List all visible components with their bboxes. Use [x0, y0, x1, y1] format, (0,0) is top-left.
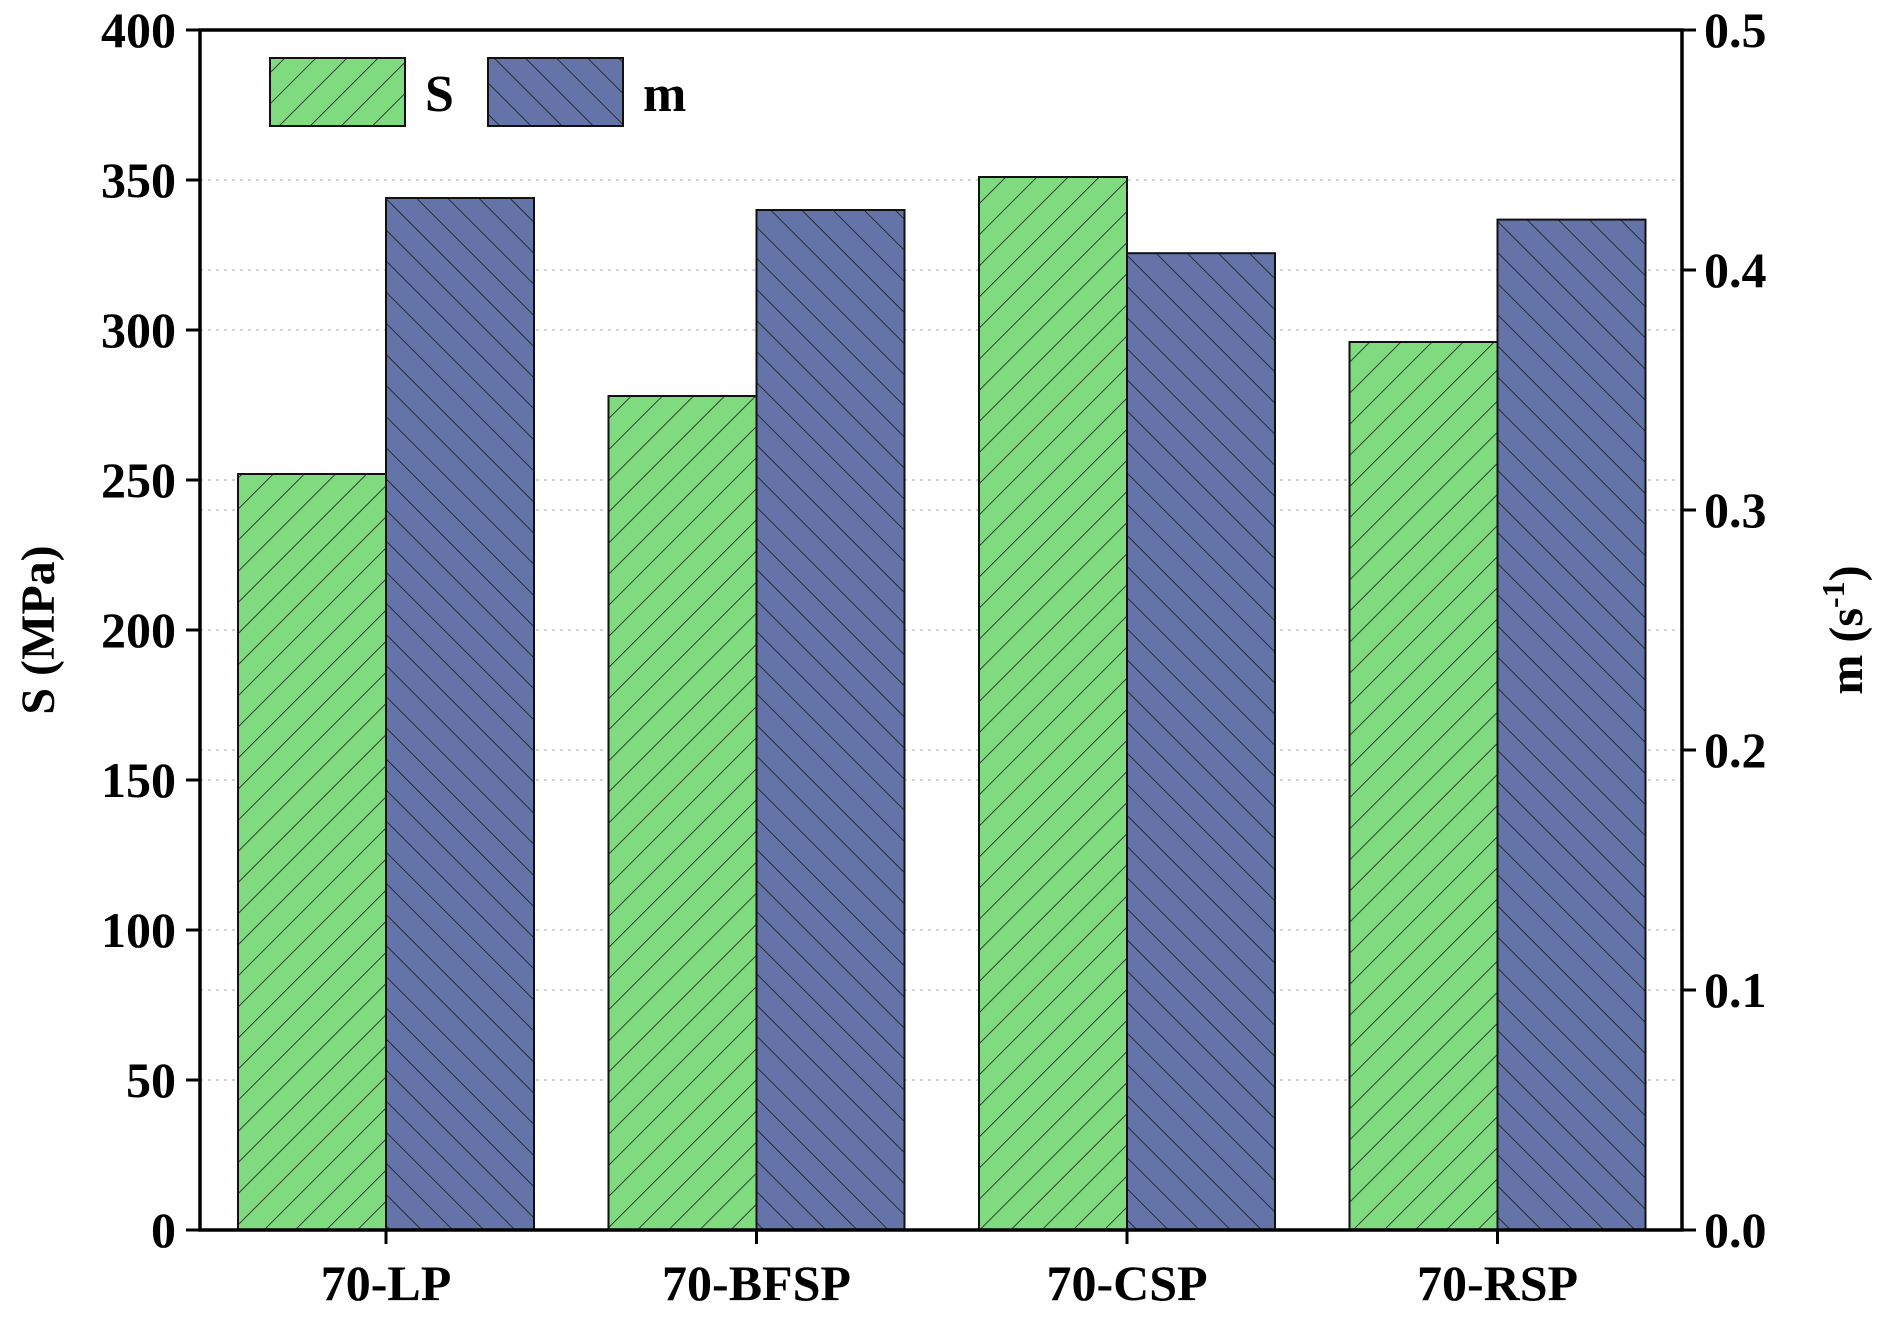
bars — [237, 176, 1647, 1232]
bar-hatch-m-70-LP — [385, 197, 535, 1231]
left-tick-label: 50 — [126, 1052, 176, 1108]
left-tick-label: 350 — [101, 152, 176, 208]
left-tick-label: 250 — [101, 452, 176, 508]
left-tick-label: 300 — [101, 302, 176, 358]
bar-hatch-S-70-LP — [237, 473, 387, 1231]
right-tick-label: 0.5 — [1704, 2, 1767, 58]
right-tick-label: 0.3 — [1704, 482, 1767, 538]
right-tick-label: 0.2 — [1704, 722, 1767, 778]
right-tick-label: 0.1 — [1704, 962, 1767, 1018]
bar-hatch-m-70-BFSP — [755, 209, 906, 1231]
bar-hatch-m-70-CSP — [1126, 252, 1276, 1231]
right-axis-title: m (s-1) — [1815, 565, 1873, 694]
x-tick-label: 70-CSP — [1046, 1255, 1207, 1311]
legend-label-m: m — [643, 66, 686, 123]
x-tick-label: 70-LP — [321, 1255, 452, 1311]
bar-hatch-S-70-BFSP — [607, 395, 758, 1231]
left-tick-label: 100 — [101, 902, 176, 958]
x-tick-label: 70-RSP — [1417, 1255, 1578, 1311]
legend-swatch-hatch-m — [487, 57, 624, 127]
right-tick-label: 0.0 — [1704, 1202, 1767, 1258]
x-tick-label: 70-BFSP — [662, 1255, 851, 1311]
bar-hatch-S-70-RSP — [1348, 341, 1499, 1231]
legend-label-S: S — [425, 66, 454, 123]
bar-hatch-S-70-CSP — [978, 176, 1128, 1231]
legend-swatch-hatch-S — [269, 57, 406, 127]
right-tick-label: 0.4 — [1704, 242, 1767, 298]
left-axis-title: S (MPa) — [12, 545, 65, 714]
left-tick-label: 0 — [151, 1202, 176, 1258]
left-tick-label: 200 — [101, 602, 176, 658]
left-tick-label: 150 — [101, 752, 176, 808]
bar-hatch-m-70-RSP — [1496, 218, 1647, 1232]
axes: 70-LP 70-BFSP 70-CSP 70-RSP 0 50 100 150 200 250 3… — [12, 2, 1873, 1311]
left-tick-label: 400 — [101, 2, 176, 58]
